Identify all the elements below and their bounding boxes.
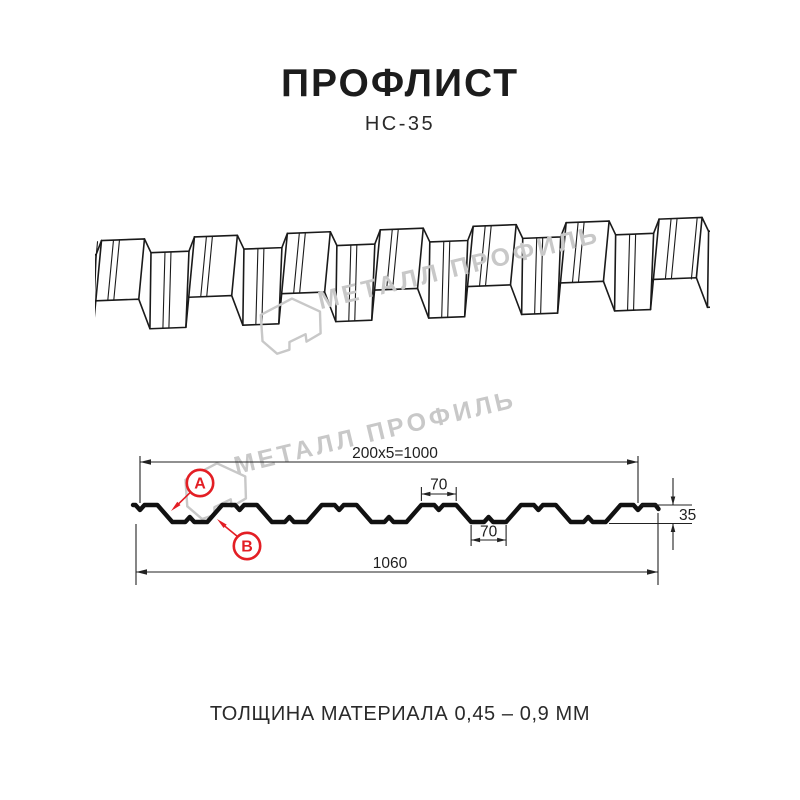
dim-pitch-label: 200x5=1000 — [352, 445, 438, 462]
callout-a-label: A — [194, 475, 206, 492]
callout-b-label: B — [241, 538, 253, 555]
brand-house-icon — [259, 297, 322, 355]
material-thickness-note: ТОЛЩИНА МАТЕРИАЛА 0,45 – 0,9 ММ — [209, 703, 591, 725]
cross-section-diagram: 200x5=1000 70 70 35 1060 A B — [130, 445, 696, 585]
page-title: ПРОФЛИСТ — [280, 62, 520, 105]
profile-code-subtitle: НС-35 — [364, 113, 436, 135]
profile-outline — [130, 502, 661, 525]
right-cut-edge — [690, 218, 698, 280]
left-cut-edge — [95, 241, 99, 303]
dim-height-label: 35 — [679, 507, 696, 524]
dimension-arrowheads — [136, 459, 676, 575]
dim-rib-bottom-label: 70 — [480, 524, 498, 541]
callout-b: B — [217, 519, 262, 561]
sheet-3d-drawing — [95, 214, 710, 336]
dim-total-width-label: 1060 — [373, 555, 408, 572]
callout-a: A — [171, 468, 215, 511]
dim-rib-top-label: 70 — [430, 477, 448, 494]
